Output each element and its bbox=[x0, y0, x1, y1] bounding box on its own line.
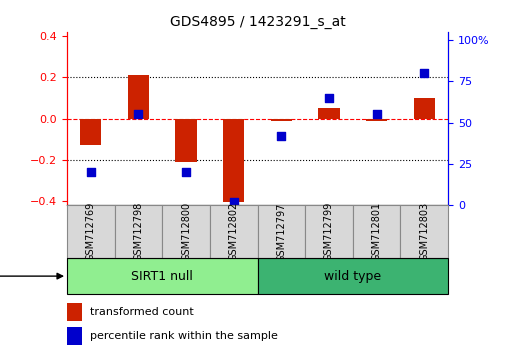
Bar bbox=[210, 205, 258, 258]
Bar bbox=[353, 205, 401, 258]
Title: GDS4895 / 1423291_s_at: GDS4895 / 1423291_s_at bbox=[169, 16, 346, 29]
Text: percentile rank within the sample: percentile rank within the sample bbox=[90, 331, 278, 341]
Bar bbox=[162, 205, 210, 258]
Text: GSM712798: GSM712798 bbox=[133, 202, 143, 262]
Text: GSM712800: GSM712800 bbox=[181, 202, 191, 262]
Bar bbox=[67, 303, 82, 321]
Bar bbox=[401, 205, 448, 258]
Point bbox=[182, 170, 190, 175]
Bar bbox=[114, 205, 162, 258]
Bar bbox=[305, 205, 353, 258]
Bar bbox=[67, 258, 258, 294]
Point bbox=[134, 112, 143, 117]
Bar bbox=[318, 108, 340, 119]
Point bbox=[87, 170, 95, 175]
Point bbox=[325, 95, 333, 101]
Text: transformed count: transformed count bbox=[90, 307, 194, 317]
Point bbox=[277, 133, 285, 139]
Text: wild type: wild type bbox=[324, 270, 381, 282]
Point bbox=[420, 70, 428, 76]
Point bbox=[372, 112, 381, 117]
Bar bbox=[175, 119, 197, 162]
Bar bbox=[366, 119, 387, 121]
Bar bbox=[414, 98, 435, 119]
Text: GSM712802: GSM712802 bbox=[229, 202, 238, 262]
Text: genotype/variation: genotype/variation bbox=[0, 271, 63, 281]
Bar bbox=[128, 75, 149, 119]
Text: GSM712801: GSM712801 bbox=[372, 202, 382, 262]
Point bbox=[230, 199, 238, 205]
Bar bbox=[67, 326, 82, 345]
Text: SIRT1 null: SIRT1 null bbox=[131, 270, 193, 282]
Text: GSM712803: GSM712803 bbox=[419, 202, 429, 262]
Bar bbox=[223, 119, 245, 202]
Bar bbox=[258, 205, 305, 258]
Bar bbox=[80, 119, 101, 145]
Bar bbox=[270, 119, 292, 121]
Text: GSM712769: GSM712769 bbox=[86, 202, 96, 262]
Bar bbox=[258, 258, 448, 294]
Text: GSM712797: GSM712797 bbox=[277, 202, 286, 262]
Text: GSM712799: GSM712799 bbox=[324, 202, 334, 262]
Bar bbox=[67, 205, 115, 258]
